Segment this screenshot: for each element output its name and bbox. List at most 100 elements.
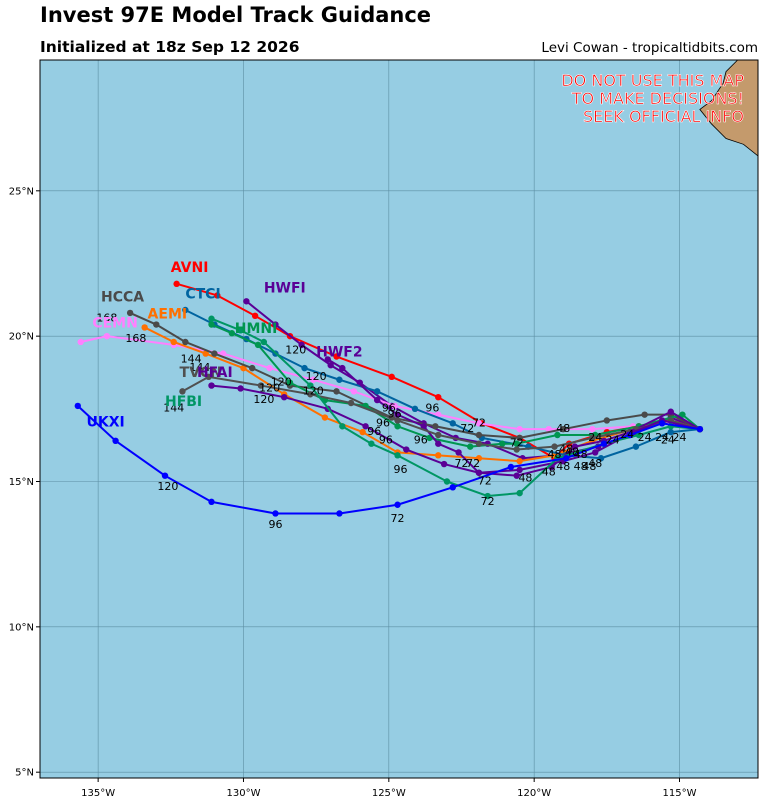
forecast-hour-label: 120 [306, 370, 327, 383]
track-point [516, 489, 523, 497]
forecast-hour-label: 96 [393, 463, 407, 476]
track-point [516, 466, 523, 474]
forecast-hour-label: 72 [478, 474, 492, 487]
model-name-label: HFBI [165, 394, 202, 410]
warning-text: DO NOT USE THIS MAP TO MAKE DECISIONS! S… [561, 71, 745, 127]
track-point [257, 382, 265, 389]
track-point [443, 478, 451, 485]
forecast-hour-label: 48 [574, 460, 588, 473]
track-point [626, 431, 634, 439]
track-point [307, 391, 314, 398]
track-point [260, 338, 268, 346]
forecast-hour-label: 168 [96, 312, 117, 325]
track-point [205, 373, 212, 381]
forecast-hour-label: 168 [125, 332, 146, 345]
track-point [420, 423, 427, 430]
track-ukxi [74, 402, 704, 517]
y-tick-label: 10°N [9, 622, 34, 633]
track-point [202, 350, 209, 357]
forecast-hour-label: 96 [388, 408, 402, 421]
model-name-label: HMNI [235, 321, 278, 337]
track-point [432, 423, 439, 430]
forecast-hour-label: 48 [548, 448, 562, 461]
track-point [475, 420, 483, 427]
track-point [475, 431, 483, 439]
forecast-hour-label: 72 [510, 437, 524, 450]
track-point [219, 350, 227, 357]
track-point [243, 298, 250, 305]
warning-line: SEEK OFFICIAL INFO [583, 107, 744, 126]
track-point [103, 332, 111, 340]
land-polygon [699, 59, 759, 157]
x-tick-label: 115°W [663, 788, 697, 799]
track-point [301, 364, 308, 372]
track-point [667, 408, 674, 415]
model-name-label: AEMI [148, 307, 188, 323]
track-point [179, 388, 186, 395]
track-line [211, 323, 701, 448]
forecast-hour-label: 120 [253, 393, 274, 406]
track-point [411, 405, 419, 413]
warning-line: TO MAKE DECISIONS! [571, 89, 744, 108]
track-point [208, 498, 215, 506]
forecast-hour-label: 120 [303, 384, 324, 397]
track-point [324, 356, 331, 363]
track-point [153, 321, 160, 328]
model-name-label: AVNI [171, 260, 209, 276]
track-point [516, 457, 523, 465]
y-tick-label: 25°N [9, 186, 34, 197]
track-point [449, 484, 456, 491]
forecast-hour-label: 24 [620, 428, 634, 441]
forecast-hour-label: 24 [673, 431, 687, 444]
track-point [513, 440, 520, 447]
track-point [440, 460, 448, 468]
forecast-hour-label: 96 [367, 425, 381, 438]
track-point [600, 440, 608, 447]
track-point [554, 431, 561, 439]
forecast-hour-label: 48 [559, 442, 573, 455]
chart-title: Invest 97E Model Track Guidance [40, 3, 432, 27]
y-tick-label: 20°N [9, 332, 34, 343]
track-point [679, 411, 686, 418]
track-point [394, 501, 401, 508]
model-tracks [74, 280, 704, 517]
track-point [641, 411, 648, 418]
track-point [208, 315, 215, 322]
x-tick-label: 130°W [226, 788, 260, 799]
track-point [507, 463, 515, 471]
track-point [310, 376, 317, 383]
track-point [339, 423, 346, 430]
track-point [208, 382, 215, 389]
track-point [286, 379, 294, 386]
track-point [498, 440, 506, 447]
track-point [435, 393, 442, 401]
model-name-label: CEMN [92, 315, 138, 331]
credit-text: Levi Cowan - tropicaltidbits.com [541, 40, 758, 56]
track-point [394, 423, 401, 430]
track-point [307, 382, 314, 389]
forecast-hour-label: 24 [655, 431, 669, 444]
track-point [321, 414, 329, 421]
forecast-hour-label: 144 [189, 361, 210, 374]
track-point [394, 452, 401, 459]
track-point [475, 469, 483, 476]
y-tick-label: 15°N [9, 477, 34, 488]
track-point [632, 443, 640, 450]
track-point [603, 417, 611, 424]
forecast-hour-label: 96 [268, 518, 282, 531]
track-point [362, 423, 369, 430]
model-name-label: HFAI [197, 365, 233, 381]
forecast-hour-label: 48 [556, 460, 570, 473]
track-point [435, 452, 442, 459]
track-point [214, 292, 221, 299]
track-point [373, 388, 381, 395]
axis-ticks: 135°W 130°W 125°W 120°W 115°W 5°N 10°N 15°N 20°N… [9, 186, 697, 799]
forecast-hour-label: 48 [542, 466, 556, 479]
track-point [388, 373, 395, 381]
track-point [484, 492, 491, 500]
model-labels: AVNI HWFI CEMN AEMI CTCI HCCA HMNI HWF2 TVCNHFAI… [87, 260, 363, 430]
track-point [391, 402, 398, 410]
track-line [77, 405, 701, 515]
forecast-hour-label: 48 [565, 445, 579, 458]
track-point [280, 393, 288, 401]
